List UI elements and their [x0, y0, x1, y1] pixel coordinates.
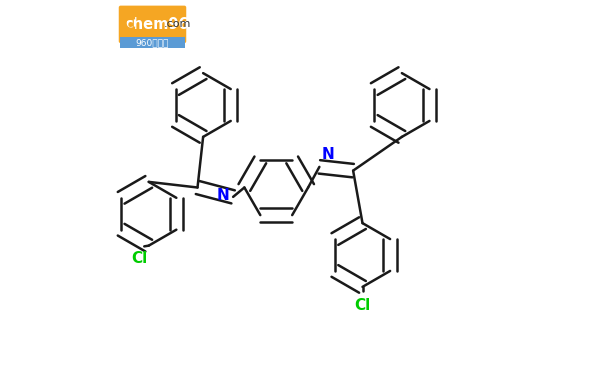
Text: .com: .com	[164, 20, 191, 29]
Text: 960化工网: 960化工网	[135, 38, 168, 47]
Text: Cl: Cl	[131, 251, 148, 266]
Text: chem960: chem960	[125, 17, 199, 32]
Text: N: N	[321, 147, 334, 162]
Text: N: N	[217, 188, 229, 202]
FancyBboxPatch shape	[119, 6, 186, 43]
Text: C: C	[122, 15, 136, 34]
Text: Cl: Cl	[355, 298, 371, 313]
FancyBboxPatch shape	[120, 37, 185, 48]
